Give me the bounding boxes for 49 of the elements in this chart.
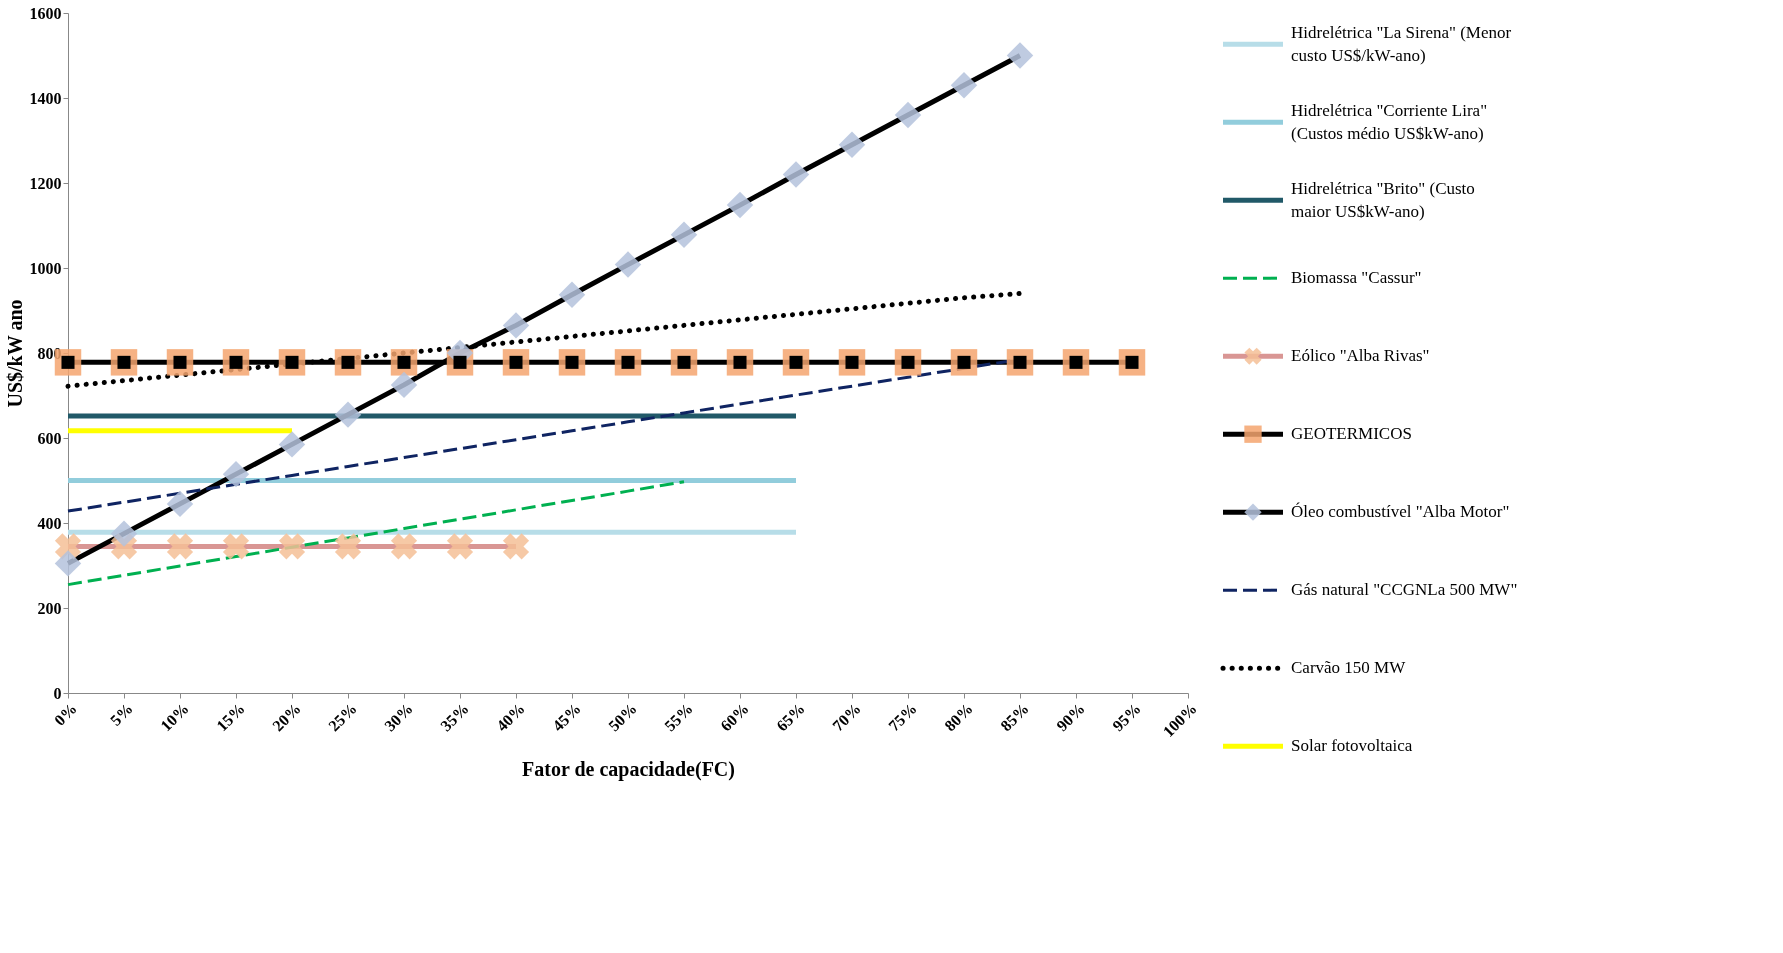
x-tick-label: 75% <box>885 699 920 735</box>
y-tick-label: 0 <box>53 684 62 702</box>
x-tick-label: 70% <box>829 699 864 735</box>
legend-label: Óleo combustível "Alba Motor" <box>1291 502 1510 522</box>
x-tick-label: 10% <box>157 699 192 735</box>
y-tick-label: 200 <box>37 599 62 617</box>
x-tick-label: 0% <box>50 699 80 729</box>
y-tick-label: 1000 <box>29 259 62 277</box>
x-tick-label: 20% <box>269 699 304 735</box>
y-tick-label: 800 <box>37 344 62 362</box>
x-tick-label: 40% <box>493 699 528 735</box>
y-tick-label: 1400 <box>29 89 62 107</box>
legend-label: Eólico "Alba Rivas" <box>1291 346 1430 366</box>
legend-label: Hidrelétrica "Corriente Lira" (Custos médio US$kW-ano) <box>1291 100 1488 143</box>
x-axis-title: Fator de capacidade(FC) <box>522 758 735 782</box>
x-tick-label: 65% <box>773 699 808 735</box>
y-tick-label: 400 <box>37 514 62 532</box>
x-tick-label: 85% <box>997 699 1032 735</box>
x-tick-label: 95% <box>1109 699 1144 735</box>
point <box>502 533 530 560</box>
point <box>166 533 194 560</box>
y-tick-label: 1200 <box>29 174 62 192</box>
legend-label: Hidrelétrica "Brito" (Custo maior US$kW-ano) <box>1291 178 1475 221</box>
y-tick-label: 1600 <box>29 4 62 22</box>
x-tick-label: 90% <box>1053 699 1088 735</box>
point <box>334 533 362 560</box>
x-tick-label: 80% <box>941 699 976 735</box>
legend-label: Carvão 150 MW <box>1291 658 1407 678</box>
legend-label: Gás natural "CCGNLa 500 MW" <box>1291 580 1518 600</box>
x-tick-label: 15% <box>213 699 248 735</box>
legend-label: Hidrelétrica "La Sirena" (Menor custo US$/kW-ano) <box>1291 22 1512 65</box>
x-tick-label: 50% <box>605 699 640 735</box>
line-series <box>66 480 686 587</box>
x-tick-label: 5% <box>106 699 136 729</box>
legend-label: GEOTERMICOS <box>1291 424 1412 444</box>
point <box>390 533 418 560</box>
x-tick-label: 60% <box>717 699 752 735</box>
point <box>446 533 474 560</box>
legend-label: Solar fotovoltaica <box>1291 736 1413 756</box>
y-tick-label: 600 <box>37 429 62 447</box>
point <box>278 533 306 560</box>
legend-label: Biomassa "Cassur" <box>1291 268 1422 288</box>
x-tick-label: 45% <box>549 699 584 735</box>
x-tick-label: 35% <box>437 699 472 735</box>
point <box>222 533 250 560</box>
x-tick-label: 55% <box>661 699 696 735</box>
x-tick-label: 25% <box>325 699 360 735</box>
x-tick-label: 30% <box>381 699 416 735</box>
y-axis-title: US$/kW ano <box>3 299 26 408</box>
